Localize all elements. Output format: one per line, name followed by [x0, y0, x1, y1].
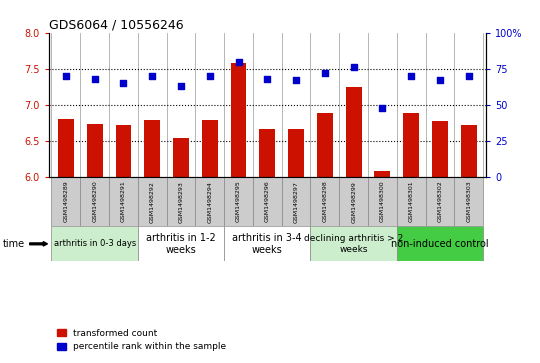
Text: GSM1498299: GSM1498299 [351, 181, 356, 223]
Point [321, 70, 329, 76]
Bar [288, 129, 304, 177]
Text: GSM1498293: GSM1498293 [179, 181, 184, 223]
Text: GSM1498296: GSM1498296 [265, 181, 270, 223]
Text: GSM1498301: GSM1498301 [409, 181, 414, 223]
Text: non-induced control: non-induced control [391, 239, 489, 249]
Text: GSM1498294: GSM1498294 [207, 181, 212, 223]
Text: arthritis in 3-4
weeks: arthritis in 3-4 weeks [233, 233, 302, 255]
Legend: transformed count, percentile rank within the sample: transformed count, percentile rank withi… [53, 325, 230, 355]
Text: GSM1498303: GSM1498303 [466, 181, 471, 223]
FancyBboxPatch shape [310, 177, 339, 227]
Text: arthritis in 1-2
weeks: arthritis in 1-2 weeks [146, 233, 216, 255]
Bar [346, 87, 362, 177]
Point [119, 80, 128, 86]
FancyBboxPatch shape [166, 177, 195, 227]
Text: GDS6064 / 10556246: GDS6064 / 10556246 [49, 19, 183, 32]
Bar [403, 113, 419, 177]
Point [292, 77, 300, 83]
Point [234, 58, 243, 64]
Text: declining arthritis > 2
weeks: declining arthritis > 2 weeks [304, 234, 403, 253]
FancyBboxPatch shape [368, 177, 397, 227]
Point [263, 76, 272, 82]
Bar [58, 119, 74, 177]
Bar [259, 129, 275, 177]
Bar [432, 121, 448, 177]
Point [464, 73, 473, 79]
Point [62, 73, 70, 79]
Point [436, 77, 444, 83]
Text: time: time [3, 239, 25, 249]
FancyBboxPatch shape [224, 227, 310, 261]
FancyBboxPatch shape [339, 177, 368, 227]
FancyBboxPatch shape [397, 227, 483, 261]
Text: GSM1498292: GSM1498292 [150, 181, 154, 223]
Point [349, 64, 358, 70]
Point [148, 73, 157, 79]
FancyBboxPatch shape [80, 177, 109, 227]
Text: GSM1498290: GSM1498290 [92, 181, 97, 223]
Point [90, 76, 99, 82]
Point [378, 105, 387, 111]
Bar [231, 63, 246, 177]
Bar [144, 120, 160, 177]
Text: GSM1498297: GSM1498297 [294, 181, 299, 223]
FancyBboxPatch shape [253, 177, 282, 227]
FancyBboxPatch shape [397, 177, 426, 227]
Text: GSM1498295: GSM1498295 [236, 181, 241, 223]
FancyBboxPatch shape [51, 227, 138, 261]
FancyBboxPatch shape [51, 177, 80, 227]
FancyBboxPatch shape [195, 177, 224, 227]
FancyBboxPatch shape [138, 227, 224, 261]
Point [407, 73, 415, 79]
Text: GSM1498298: GSM1498298 [322, 181, 327, 223]
Bar [375, 171, 390, 177]
Bar [116, 125, 131, 177]
Text: GSM1498302: GSM1498302 [437, 181, 442, 223]
Bar [317, 113, 333, 177]
Bar [87, 124, 103, 177]
FancyBboxPatch shape [282, 177, 310, 227]
Point [177, 83, 185, 89]
FancyBboxPatch shape [109, 177, 138, 227]
FancyBboxPatch shape [454, 177, 483, 227]
Bar [173, 138, 189, 177]
FancyBboxPatch shape [138, 177, 166, 227]
Text: GSM1498291: GSM1498291 [121, 181, 126, 223]
Bar [461, 125, 477, 177]
Text: GSM1498289: GSM1498289 [63, 181, 69, 223]
FancyBboxPatch shape [426, 177, 454, 227]
Text: GSM1498300: GSM1498300 [380, 181, 385, 223]
Point [205, 73, 214, 79]
Bar [202, 120, 218, 177]
Text: arthritis in 0-3 days: arthritis in 0-3 days [53, 239, 136, 248]
FancyBboxPatch shape [224, 177, 253, 227]
FancyBboxPatch shape [310, 227, 397, 261]
